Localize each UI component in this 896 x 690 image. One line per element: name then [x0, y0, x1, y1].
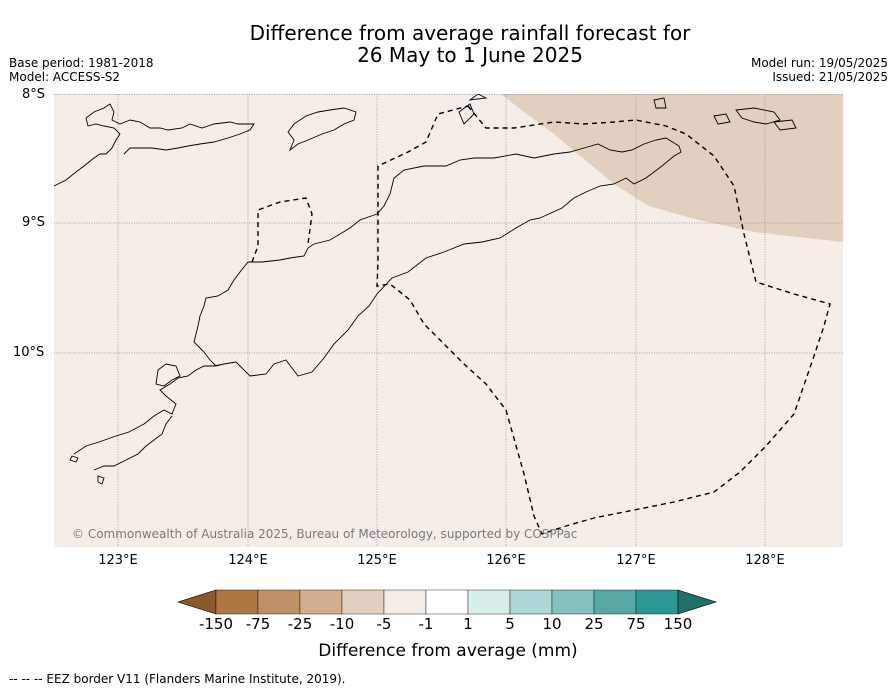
lon-label-123e: 123°E [98, 553, 138, 568]
model-name: Model: ACCESS-S2 [9, 70, 121, 84]
eez-border [376, 105, 831, 535]
forecast-map: © Commonwealth of Australia 2025, Bureau… [54, 94, 843, 547]
colorbar-label-150: 150 [663, 615, 693, 633]
colorbar-label-5: 5 [505, 615, 515, 633]
colorbar-cell [383, 589, 427, 615]
colorbar-cell [215, 589, 259, 615]
lon-label-128e: 128°E [745, 553, 785, 568]
colorbar-label-neg25: -25 [287, 615, 313, 633]
colorbar-cell [257, 589, 301, 615]
colorbar-label-75: 75 [626, 615, 646, 633]
colorbar-extend-low [178, 589, 217, 615]
wetar-island [287, 107, 357, 152]
northern-islands-west [54, 103, 255, 187]
title-line-2: 26 May to 1 June 2025 [357, 43, 583, 67]
colorbar-label-neg5: -5 [376, 615, 392, 633]
colorbar-cell [299, 589, 343, 615]
model-run: Model run: 19/05/2025 [750, 56, 888, 70]
colorbar-label-neg1: -1 [418, 615, 434, 633]
colorbar-label-10: 10 [542, 615, 562, 633]
colorbar [178, 589, 717, 615]
lat-label-8s: 8°S [22, 87, 46, 102]
title-line-1: Difference from average rainfall forecas… [249, 21, 691, 45]
colorbar-cell [341, 589, 385, 615]
lon-label-126e: 126°E [486, 553, 526, 568]
issued-date: Issued: 21/05/2025 [772, 70, 888, 84]
grid-lines [54, 94, 843, 547]
colorbar-cell [467, 589, 511, 615]
lon-label-125e: 125°E [357, 553, 397, 568]
lat-label-9s: 9°S [22, 215, 46, 230]
alor-island [155, 363, 181, 387]
eez-legend-note: -- -- -- EEZ border V11 (Flanders Marine… [9, 672, 346, 686]
colorbar-title: Difference from average (mm) [318, 641, 578, 661]
colorbar-label-neg10: -10 [329, 615, 355, 633]
colorbar-label-25: 25 [584, 615, 604, 633]
colorbar-cell [509, 589, 553, 615]
dry-anomaly-region [501, 94, 843, 242]
eez-border-oecusse [251, 197, 313, 263]
colorbar-cell [635, 589, 679, 615]
lat-label-10s: 10°S [13, 345, 45, 360]
colorbar-cell [425, 589, 469, 615]
colorbar-cell [551, 589, 595, 615]
lon-label-124e: 124°E [228, 553, 268, 568]
colorbar-label-neg150: -150 [198, 615, 234, 633]
kupang-peninsula [93, 415, 173, 471]
small-island-1 [653, 97, 667, 109]
lon-label-127e: 127°E [616, 553, 656, 568]
base-period: Base period: 1981-2018 [9, 56, 154, 70]
colorbar-extend-high [677, 589, 717, 615]
copyright-text: © Commonwealth of Australia 2025, Bureau… [72, 527, 577, 541]
timor-coastline [73, 137, 682, 455]
roti-island [69, 455, 105, 485]
colorbar-label-1: 1 [463, 615, 473, 633]
colorbar-cell [593, 589, 637, 615]
small-island-2 [713, 107, 797, 131]
colorbar-label-neg75: -75 [245, 615, 271, 633]
